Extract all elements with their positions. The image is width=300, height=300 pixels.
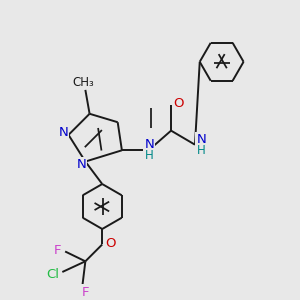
Text: F: F xyxy=(53,244,61,256)
Text: N: N xyxy=(76,158,86,171)
Text: H: H xyxy=(145,149,154,162)
Text: Cl: Cl xyxy=(46,268,59,281)
Text: H: H xyxy=(197,144,206,157)
Text: N: N xyxy=(58,126,68,139)
Text: O: O xyxy=(105,237,115,250)
Text: N: N xyxy=(144,138,154,151)
Text: N: N xyxy=(196,133,206,146)
Text: F: F xyxy=(82,286,90,299)
Text: O: O xyxy=(174,98,184,110)
Text: CH₃: CH₃ xyxy=(72,76,94,88)
